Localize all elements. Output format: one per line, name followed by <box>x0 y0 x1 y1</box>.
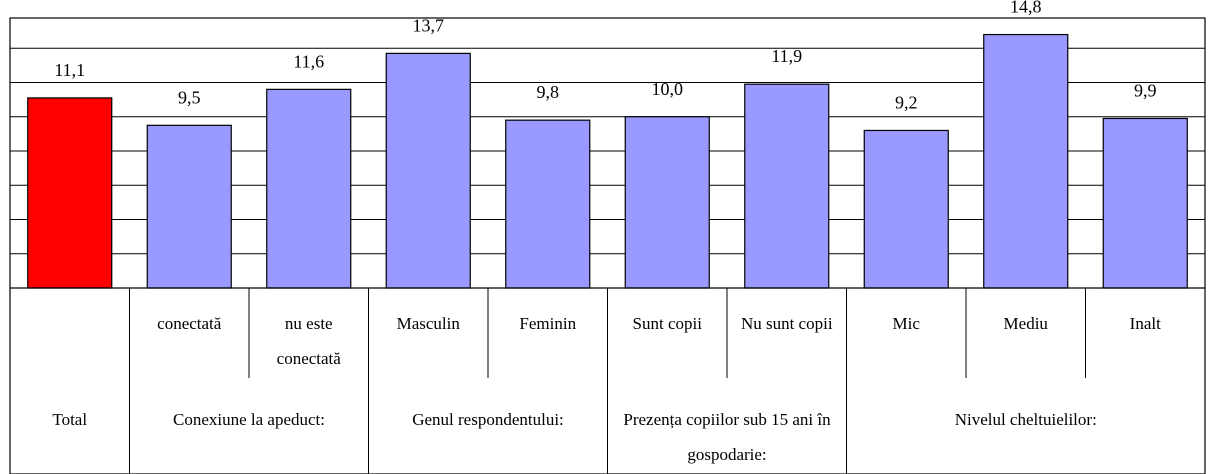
frame <box>9 17 1206 474</box>
value-label: 11,6 <box>293 51 324 71</box>
value-label: 13,7 <box>413 15 445 35</box>
value-label: 14,8 <box>1010 0 1042 17</box>
bar <box>266 88 352 289</box>
x-tick-label: Feminin <box>519 314 577 333</box>
bar <box>1102 117 1188 289</box>
bar <box>863 129 949 289</box>
bar <box>744 83 830 289</box>
value-label: 9,8 <box>537 82 560 102</box>
bar <box>983 33 1069 289</box>
group-label: Prezența copiilor sub 15 ani în gospodar… <box>623 410 831 464</box>
x-tick-label: Sunt copii <box>632 314 702 333</box>
x-tick-label: Mediu <box>1003 314 1048 333</box>
bar <box>146 124 232 289</box>
x-tick-label: nu este conectată <box>276 314 341 368</box>
value-label: 10,0 <box>652 79 684 99</box>
x-tick-label: Masculin <box>396 314 460 333</box>
bar <box>27 97 113 289</box>
group-label: Nivelul cheltuielilor: <box>954 410 1097 429</box>
value-label: 9,5 <box>178 87 201 107</box>
x-tick-label: Mic <box>892 314 920 333</box>
value-label: 11,9 <box>771 46 802 66</box>
value-label: 11,1 <box>54 60 85 80</box>
bar <box>624 116 710 289</box>
group-label: Total <box>52 410 88 429</box>
x-tick-label: Inalt <box>1129 314 1161 333</box>
x-tick-label: conectată <box>157 314 222 333</box>
bar <box>385 52 471 289</box>
value-label: 9,2 <box>895 92 918 112</box>
bar <box>505 119 591 289</box>
group-label: Conexiune la apeduct: <box>172 410 325 429</box>
x-tick-label: Nu sunt copii <box>740 314 833 333</box>
group-label: Genul respondentului: <box>412 410 564 429</box>
value-label: 9,9 <box>1134 80 1157 100</box>
